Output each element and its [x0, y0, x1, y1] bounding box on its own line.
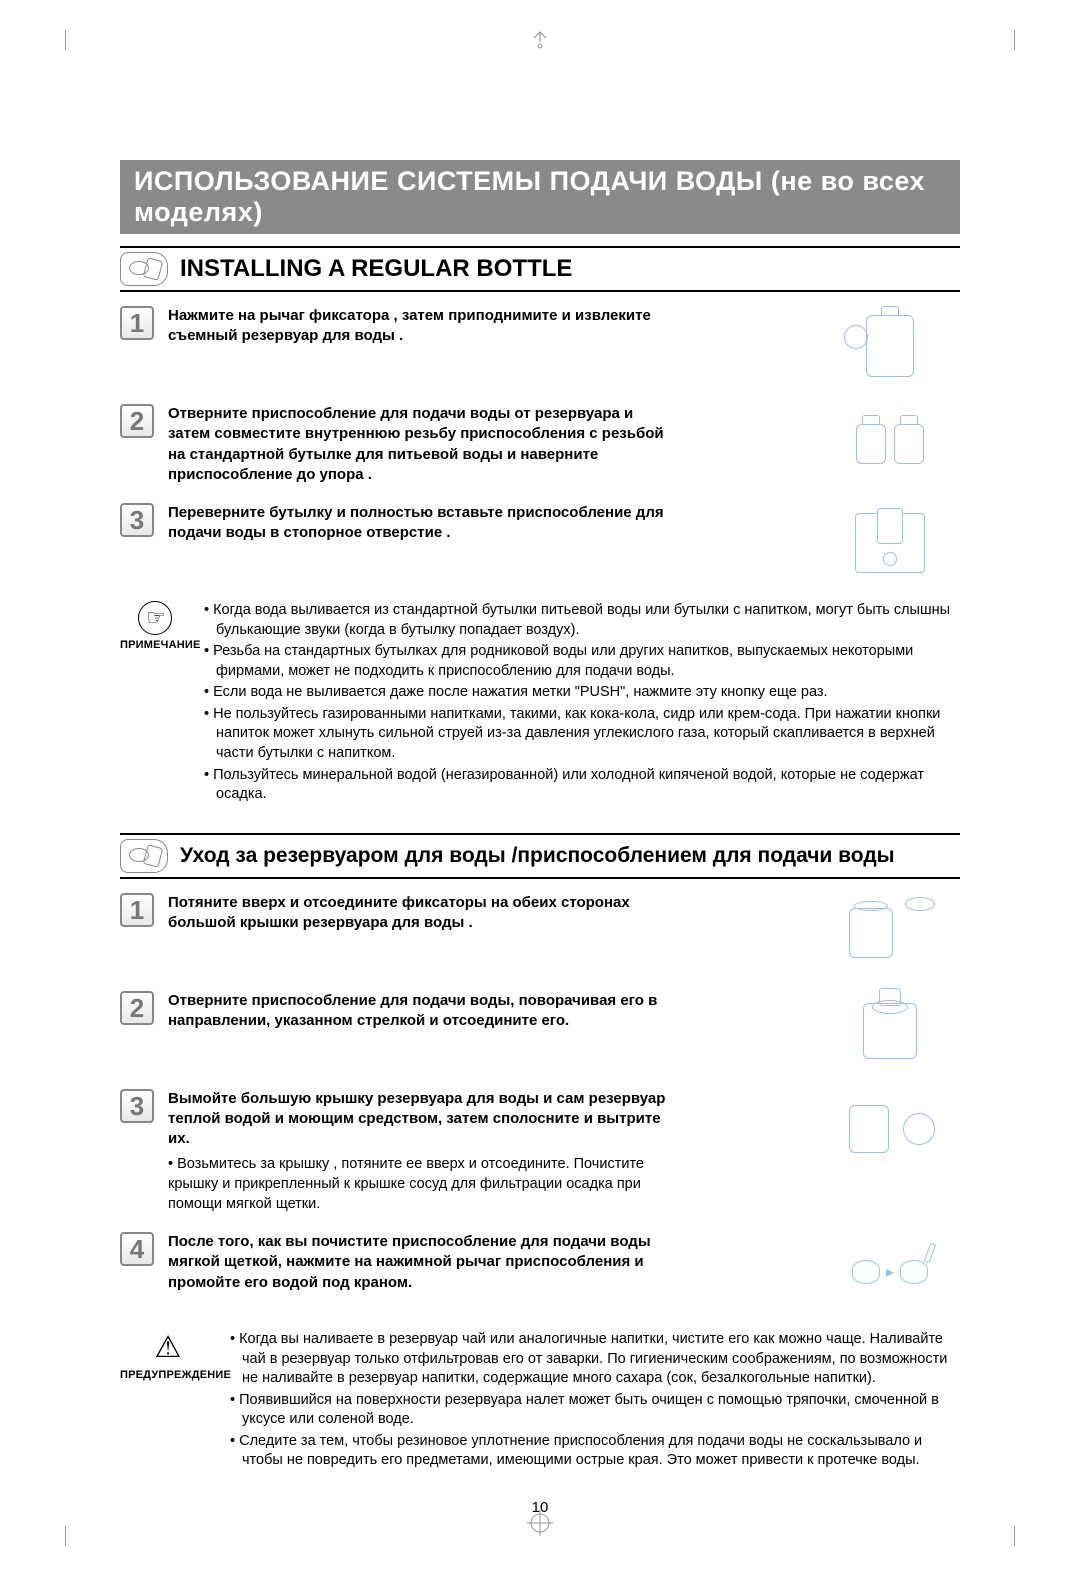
note-item: Резьба на стандартных бутылках для родни…	[204, 642, 960, 681]
warning-item: Появившийся на поверхности резервуара на…	[230, 1391, 960, 1430]
warning-list: Когда вы наливаете в резервуар чай или а…	[230, 1330, 960, 1473]
section2-head: Уход за резервуаром для воды /приспособл…	[120, 833, 960, 879]
registration-mark	[527, 1510, 553, 1536]
section1-title: INSTALLING A REGULAR BOTTLE	[180, 255, 572, 283]
step-row: 1 Нажмите на рычаг фиксатора , затем при…	[120, 306, 960, 386]
step-text: Отверните приспособление для подачи воды…	[168, 404, 678, 485]
section2-title: Уход за резервуаром для воды /приспособл…	[180, 844, 895, 868]
step-figure	[820, 991, 960, 1071]
warning-item: Когда вы наливаете в резервуар чай или а…	[230, 1330, 960, 1389]
crop-mark	[1014, 1526, 1015, 1546]
step-subtext: Возьмитесь за крышку , потяните ее вверх…	[168, 1156, 644, 1211]
crop-mark	[1014, 30, 1015, 50]
step-row: 2 Отверните приспособление для подачи во…	[120, 404, 960, 485]
hand-icon	[120, 252, 168, 286]
crop-mark	[65, 1526, 66, 1546]
step-number: 1	[120, 306, 154, 340]
warning-block: ⚠ ПРЕДУПРЕЖДЕНИЕ Когда вы наливаете в ре…	[120, 1330, 960, 1473]
note-item: Когда вода выливается из стандартной бут…	[204, 601, 960, 640]
step-text: Потяните вверх и отсоедините фиксаторы н…	[168, 893, 678, 934]
note-item: Пользуйтесь минеральной водой (негазиров…	[204, 766, 960, 805]
step-number: 2	[120, 991, 154, 1025]
step-text: Отверните приспособление для подачи воды…	[168, 991, 678, 1032]
step-figure	[820, 306, 960, 386]
step-row: 3 Вымойте большую крышку резервуара для …	[120, 1089, 960, 1214]
crop-mark	[65, 30, 66, 50]
step-number: 4	[120, 1232, 154, 1266]
step-row: 1 Потяните вверх и отсоедините фиксаторы…	[120, 893, 960, 973]
hand-icon	[120, 839, 168, 873]
step-text: После того, как вы почистите приспособле…	[168, 1232, 678, 1293]
note-icon	[138, 601, 172, 635]
note-list: Когда вода выливается из стандартной бут…	[204, 601, 960, 807]
warning-label: ПРЕДУПРЕЖДЕНИЕ	[120, 1369, 216, 1381]
step-row: 2 Отверните приспособление для подачи во…	[120, 991, 960, 1071]
banner-title: ИСПОЛЬЗОВАНИЕ СИСТЕМЫ ПОДАЧИ ВОДЫ (не во…	[120, 160, 960, 234]
step-figure	[820, 1089, 960, 1169]
step-figure: ▸	[820, 1232, 960, 1312]
warning-icon: ⚠	[155, 1331, 182, 1364]
step-row: 3 Переверните бутылку и полностью вставь…	[120, 503, 960, 583]
step-number: 1	[120, 893, 154, 927]
note-item: Не пользуйтесь газированными напитками, …	[204, 705, 960, 764]
note-label: ПРИМЕЧАНИЕ	[120, 639, 190, 651]
step-text: Переверните бутылку и полностью вставьте…	[168, 503, 678, 544]
section1-head: INSTALLING A REGULAR BOTTLE	[120, 246, 960, 292]
note-item: Если вода не выливается даже после нажат…	[204, 683, 960, 703]
step-text: Вымойте большую крышку резервуара для во…	[168, 1089, 678, 1150]
step-figure	[820, 503, 960, 583]
step-text: Нажмите на рычаг фиксатора , затем припо…	[168, 306, 678, 347]
step-figure	[820, 404, 960, 484]
step-row: 4 После того, как вы почистите приспособ…	[120, 1232, 960, 1312]
step-number: 3	[120, 1089, 154, 1123]
warning-item: Следите за тем, чтобы резиновое уплотнен…	[230, 1432, 960, 1471]
crop-mark-center	[530, 30, 550, 55]
step-number: 3	[120, 503, 154, 537]
page: ИСПОЛЬЗОВАНИЕ СИСТЕМЫ ПОДАЧИ ВОДЫ (не во…	[0, 0, 1080, 1576]
note-block: ПРИМЕЧАНИЕ Когда вода выливается из стан…	[120, 601, 960, 807]
step-figure	[820, 893, 960, 973]
step-number: 2	[120, 404, 154, 438]
